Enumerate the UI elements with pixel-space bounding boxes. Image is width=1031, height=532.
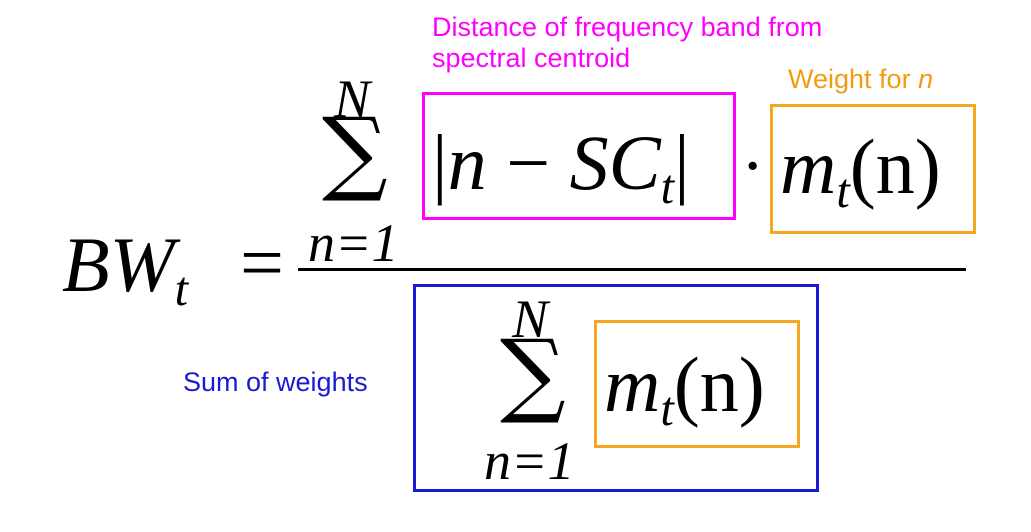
sum-of-weights-annotation: Sum of weights: [183, 367, 368, 397]
den-weight-subscript: t: [660, 382, 674, 436]
multiplication-dot: ·: [741, 128, 765, 205]
lhs-bw-t: BWt: [62, 226, 188, 314]
denominator-weight-expression: mt(n): [604, 346, 765, 434]
fraction-line: [298, 268, 966, 271]
lhs-base: BW: [62, 221, 175, 308]
sc-subscript: t: [660, 160, 675, 214]
denominator-sum-lower: n=1: [484, 431, 575, 491]
abs-open: |: [432, 119, 448, 206]
distance-annotation-line2: spectral centroid: [432, 43, 631, 74]
abs-close: |: [674, 119, 690, 206]
spectral-centroid: SC: [569, 119, 661, 206]
denominator-sigma-icon: ∑: [500, 320, 566, 427]
numerator-sum-upper: N: [334, 69, 371, 129]
abs-n: n: [447, 119, 487, 206]
weight-box-denominator: [594, 320, 800, 448]
distance-expression: |n − SCt|: [432, 124, 690, 212]
weight-box-numerator: [770, 104, 976, 234]
sum-box: [413, 284, 819, 492]
weight-m: m: [780, 123, 837, 210]
den-weight-m: m: [604, 341, 661, 428]
distance-annotation: Distance of frequency band from spectral…: [432, 12, 822, 74]
distance-box: [422, 92, 736, 220]
weight-annotation-var: n: [918, 64, 934, 94]
denominator-sum-upper: N: [512, 289, 549, 349]
numerator-sigma-icon: ∑: [322, 98, 388, 205]
numerator-weight-expression: mt(n): [780, 128, 941, 216]
equals-sign: =: [240, 219, 284, 306]
lhs-subscript: t: [174, 262, 189, 316]
den-weight-argument: (n): [673, 341, 765, 428]
distance-annotation-line1: Distance of frequency band from: [432, 12, 823, 42]
weight-annotation: Weight for n: [788, 64, 933, 95]
numerator-sum-lower: n=1: [308, 213, 399, 273]
minus-sign: −: [506, 119, 551, 206]
weight-argument: (n): [849, 123, 941, 210]
weight-subscript: t: [836, 164, 850, 218]
weight-annotation-text: Weight for: [788, 64, 919, 94]
